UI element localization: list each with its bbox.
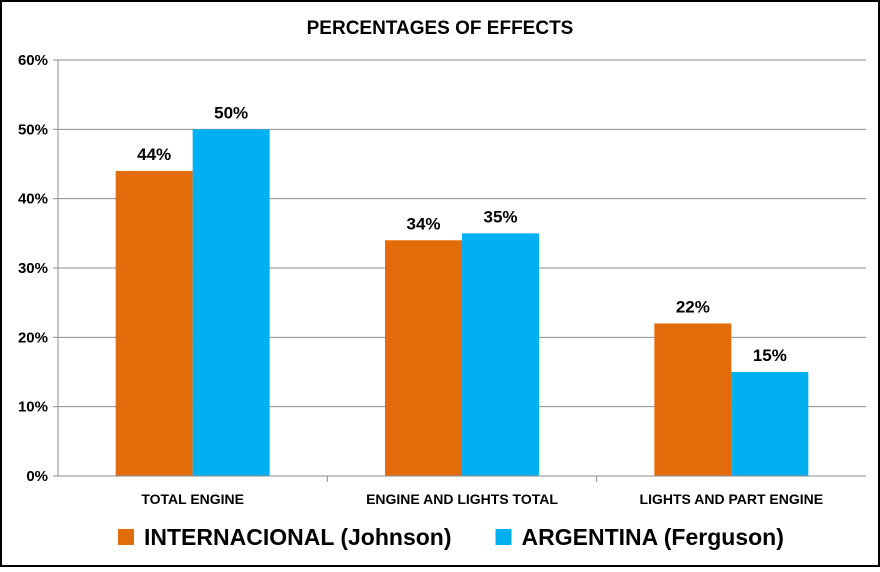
data-label: 15% [753,346,787,365]
y-tick-label: 20% [18,329,48,346]
legend-swatch [118,529,134,545]
x-axis-ticks: TOTAL ENGINE ENGINE AND LIGHTS TOTAL LIGHT… [141,476,823,507]
data-label: 34% [406,214,440,233]
data-label: 22% [676,297,710,316]
chart-title: PERCENTAGES OF EFFECTS [307,18,574,39]
y-tick-label: 50% [18,121,48,138]
y-tick-label: 0% [26,468,48,485]
y-tick-label: 10% [18,399,48,416]
bar [385,240,462,476]
bar [192,129,270,477]
x-tick-label: TOTAL ENGINE [141,491,244,507]
data-labels: 44% 50% 34% 35% 22% 15% [137,103,787,365]
y-tick-label: 30% [18,260,48,277]
axes [57,60,866,477]
x-tick-label: LIGHTS AND PART ENGINE [640,491,824,507]
bar [731,372,809,476]
bar [654,323,732,476]
bar [462,233,539,476]
data-label: 35% [483,207,517,226]
x-tick-label: ENGINE AND LIGHTS TOTAL [366,491,558,507]
y-axis-ticks: 0% 10% 20% 30% 40% 50% 60% [18,52,58,485]
legend-label: ARGENTINA (Ferguson) [522,524,784,550]
legend-swatch [495,529,512,545]
legend: INTERNACIONAL (Johnson) ARGENTINA (Fergus… [118,524,784,550]
bar [115,170,193,476]
bars [115,129,809,477]
data-label: 50% [214,103,248,122]
y-tick-label: 60% [18,52,48,69]
y-tick-label: 40% [18,191,48,208]
legend-label: INTERNACIONAL (Johnson) [144,524,452,550]
data-label: 44% [137,145,171,164]
